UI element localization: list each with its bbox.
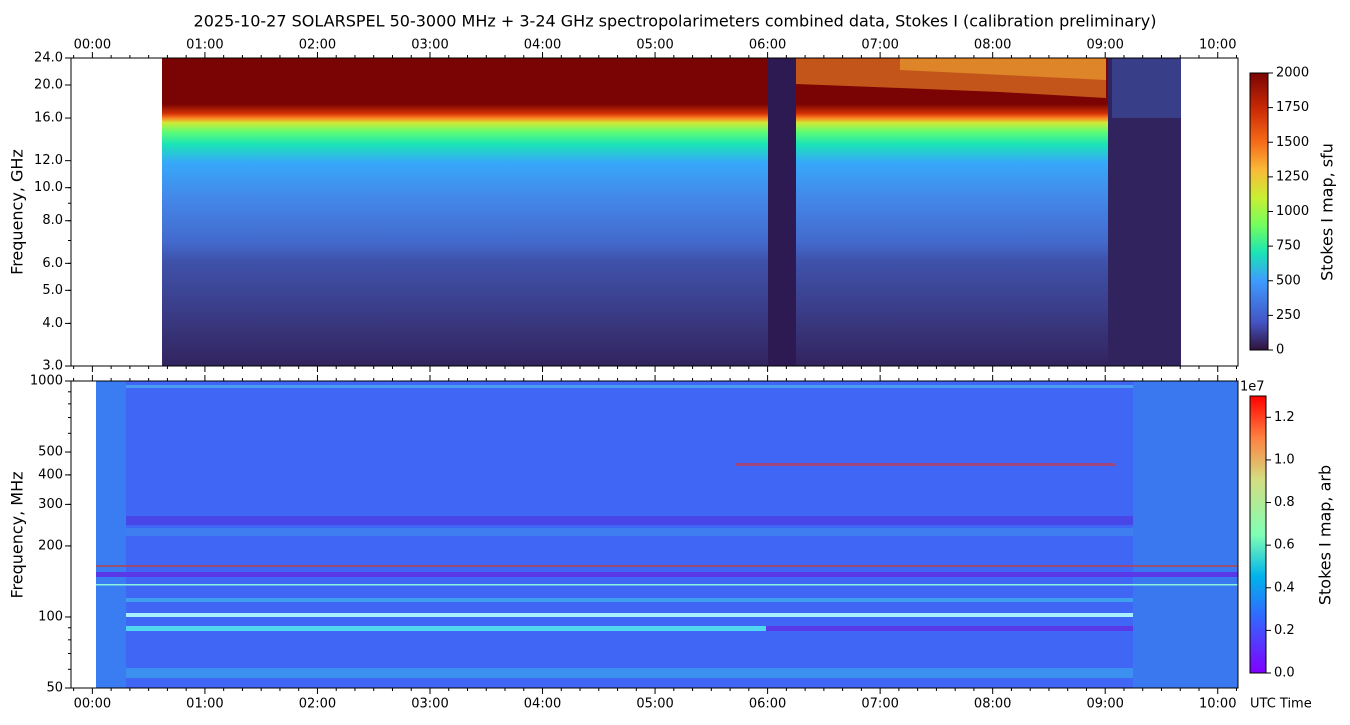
y-tick-label: 500 — [38, 445, 63, 460]
y-tick-label: 300 — [38, 497, 63, 512]
plot-frame — [70, 380, 1239, 689]
colorbar-tick-label: 1500 — [1276, 135, 1309, 150]
colorbar-frame — [1249, 395, 1267, 674]
colorbar-bottom — [1250, 396, 1266, 673]
colorbar-tick-label: 2000 — [1276, 66, 1309, 81]
y-tick-label: 16.0 — [34, 111, 63, 126]
x-tick-label: 07:00 — [861, 697, 898, 712]
spectrogram-bottom — [96, 381, 1238, 688]
x-tick-label: 09:00 — [1086, 697, 1123, 712]
colorbar-tick-label: 0.8 — [1274, 495, 1295, 510]
x-tick-label: 02:00 — [299, 697, 336, 712]
y-tick-label: 50 — [46, 681, 63, 696]
x-tick-label: 08:00 — [974, 38, 1011, 53]
colorbar-label: Stokes I map, arb — [1316, 465, 1335, 605]
colorbar-tick-label: 0.6 — [1274, 538, 1295, 553]
y-tick-label: 200 — [38, 538, 63, 553]
colorbar-label: Stokes I map, sfu — [1318, 143, 1337, 281]
x-tick-label: 05:00 — [636, 38, 673, 53]
x-axis-label: UTC Time — [1250, 697, 1312, 712]
chart-title: 2025-10-27 SOLARSPEL 50-3000 MHz + 3-24 … — [194, 12, 1157, 31]
y-tick-label: 1000 — [30, 374, 63, 389]
colorbar-tick-label: 1750 — [1276, 100, 1309, 115]
x-tick-label: 03:00 — [411, 697, 448, 712]
colorbar-tick-label: 1.2 — [1274, 410, 1295, 425]
x-tick-label: 00:00 — [74, 38, 111, 53]
colorbar-tick-label: 1250 — [1276, 169, 1309, 184]
y-axis-label: Frequency, GHz — [8, 149, 27, 275]
colorbar-tick-label: 1000 — [1276, 204, 1309, 219]
y-tick-label: 20.0 — [34, 78, 63, 93]
x-tick-label: 09:00 — [1086, 38, 1123, 53]
y-tick-label: 3.0 — [42, 359, 63, 374]
x-tick-label: 07:00 — [861, 38, 898, 53]
y-tick-label: 5.0 — [42, 283, 63, 298]
x-tick-label: 04:00 — [524, 38, 561, 53]
colorbar-top — [1250, 73, 1268, 350]
x-tick-label: 02:00 — [299, 38, 336, 53]
y-tick-label: 8.0 — [42, 213, 63, 228]
x-tick-label: 05:00 — [636, 697, 673, 712]
colorbar-tick-label: 250 — [1276, 308, 1301, 323]
y-tick-label: 100 — [38, 609, 63, 624]
y-tick-label: 12.0 — [34, 153, 63, 168]
colorbar-tick-label: 0.4 — [1274, 580, 1295, 595]
x-tick-label: 10:00 — [1199, 697, 1236, 712]
x-tick-label: 00:00 — [74, 697, 111, 712]
x-tick-label: 06:00 — [749, 38, 786, 53]
x-tick-label: 04:00 — [524, 697, 561, 712]
y-tick-label: 4.0 — [42, 316, 63, 331]
x-tick-label: 03:00 — [411, 38, 448, 53]
spectrogram-top — [162, 58, 1181, 366]
x-tick-label: 01:00 — [186, 697, 223, 712]
x-tick-label: 10:00 — [1199, 38, 1236, 53]
x-tick-label: 01:00 — [186, 38, 223, 53]
colorbar-tick-label: 500 — [1276, 273, 1301, 288]
y-tick-label: 10.0 — [34, 180, 63, 195]
x-tick-label: 06:00 — [749, 697, 786, 712]
y-tick-label: 6.0 — [42, 256, 63, 271]
y-axis-label: Frequency, MHz — [8, 471, 27, 598]
y-tick-label: 400 — [38, 467, 63, 482]
colorbar-tick-label: 0 — [1276, 343, 1284, 358]
colorbar-tick-label: 1.0 — [1274, 452, 1295, 467]
colorbar-tick-label: 0.2 — [1274, 623, 1295, 638]
colorbar-tick-label: 0.0 — [1274, 666, 1295, 681]
x-tick-label: 08:00 — [974, 697, 1011, 712]
y-tick-label: 24.0 — [34, 51, 63, 66]
plot-frame — [70, 57, 1239, 367]
colorbar-tick-label: 750 — [1276, 239, 1301, 254]
colorbar-offset: 1e7 — [1240, 380, 1265, 395]
